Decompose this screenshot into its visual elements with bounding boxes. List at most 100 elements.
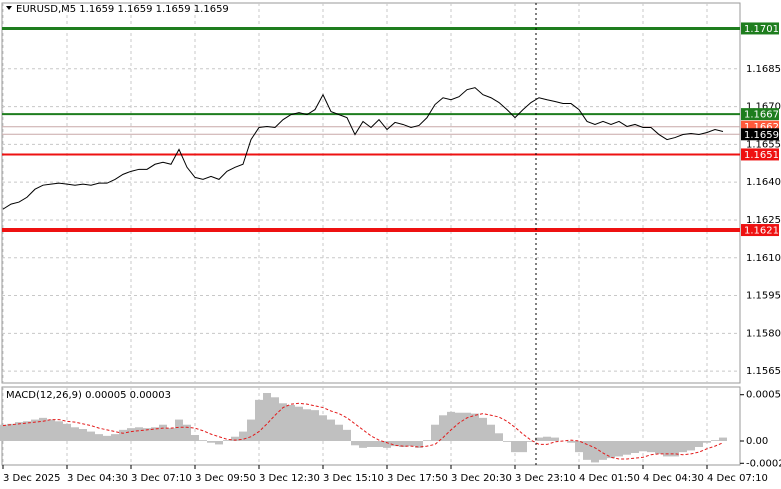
macd-bar: [279, 403, 287, 441]
macd-bar: [543, 436, 551, 441]
macd-bar: [415, 441, 423, 448]
macd-bar: [47, 419, 55, 441]
macd-bar: [175, 419, 183, 441]
macd-bar: [231, 436, 239, 441]
macd-bar: [719, 437, 727, 441]
signal-line: [2, 402, 724, 460]
macd-bar: [55, 421, 63, 441]
y-tick-label: 1.1670: [746, 102, 781, 113]
macd-bar: [215, 441, 223, 445]
macd-bar: [431, 424, 439, 441]
macd-bar: [511, 441, 519, 453]
macd-bar: [135, 427, 143, 441]
macd-bar: [23, 421, 31, 441]
macd-bar: [671, 441, 679, 457]
x-tick-label: 4 Dec 01:50: [579, 473, 640, 484]
x-tick-label: 4 Dec 04:30: [643, 473, 704, 484]
macd-bar: [95, 434, 103, 441]
price-panel: [1, 2, 741, 384]
macd-bar: [447, 411, 455, 441]
level-label: 1.1701: [744, 24, 779, 35]
macd-bar: [487, 424, 495, 441]
x-tick-label: 3 Dec 20:30: [451, 473, 512, 484]
macd-bar: [599, 441, 607, 460]
y-tick-label: -0.00026: [746, 458, 781, 469]
macd-bar: [583, 441, 591, 460]
macd-bar: [527, 441, 535, 442]
x-tick-label: 3 Dec 23:10: [515, 473, 576, 484]
macd-bar: [519, 441, 527, 453]
macd-bar: [159, 424, 167, 441]
level-label-box: [741, 22, 779, 35]
macd-bar: [327, 419, 335, 441]
macd-bar: [111, 434, 119, 441]
macd-bar: [199, 440, 207, 441]
macd-bar: [127, 428, 135, 441]
macd-bar: [551, 437, 559, 441]
x-tick-label: 4 Dec 07:10: [707, 473, 768, 484]
y-tick-label: 1.1595: [746, 291, 781, 302]
level-label-box: [741, 108, 779, 121]
macd-bar: [39, 417, 47, 441]
macd-bar: [391, 441, 399, 447]
level-label-box: [741, 224, 779, 237]
macd-bar: [623, 441, 631, 455]
x-tick-label: 3 Dec 09:50: [195, 473, 256, 484]
macd-bar: [383, 441, 391, 448]
macd-bar: [263, 393, 271, 441]
macd-bar: [615, 441, 623, 457]
macd-bar: [87, 431, 95, 441]
macd-title: MACD(12,26,9) 0.00005 0.00003: [6, 390, 171, 401]
macd-bar: [407, 441, 415, 447]
macd-bar: [255, 399, 263, 441]
y-tick-label: 1.1640: [746, 177, 781, 188]
macd-bar: [567, 441, 575, 443]
macd-bar: [319, 415, 327, 441]
macd-bar: [343, 429, 351, 441]
y-tick-label: 1.1580: [746, 328, 781, 339]
x-tick-label: 3 Dec 12:30: [259, 473, 320, 484]
macd-bar: [31, 419, 39, 441]
level-label: 1.1659: [744, 130, 779, 141]
y-tick-label: 1.1565: [746, 366, 781, 377]
macd-bar: [591, 441, 599, 463]
macd-bar: [103, 435, 111, 441]
macd-bar: [359, 441, 367, 448]
macd-bar: [375, 441, 383, 447]
macd-bar: [503, 441, 511, 442]
macd-bar: [479, 417, 487, 441]
macd-bar: [607, 441, 615, 459]
macd-bar: [639, 441, 647, 452]
macd-bar: [423, 440, 431, 441]
level-label: 1.1662: [744, 122, 779, 133]
macd-bar: [463, 412, 471, 441]
level-label-box: [741, 128, 779, 141]
x-tick-label: 3 Dec 15:10: [323, 473, 384, 484]
y-tick-label: 1.1655: [746, 139, 781, 150]
macd-bar: [15, 422, 23, 441]
macd-bar: [439, 415, 447, 441]
y-tick-label: 0.00054: [746, 390, 781, 401]
level-label: 1.1667: [744, 110, 779, 121]
macd-bar: [183, 424, 191, 441]
menu-arrow: [6, 6, 12, 10]
macd-bar: [303, 409, 311, 441]
macd-bar: [471, 413, 479, 441]
macd-bar: [151, 427, 159, 441]
chart-title: EURUSD,M5 1.1659 1.1659 1.1659 1.1659: [16, 4, 229, 15]
macd-bar: [143, 428, 151, 441]
macd-bar: [495, 433, 503, 441]
macd-bar: [311, 410, 319, 441]
macd-bar: [0, 424, 7, 441]
y-tick-label: 1.1685: [746, 64, 781, 75]
macd-bar: [71, 427, 79, 441]
x-tick-label: 3 Dec 17:50: [387, 473, 448, 484]
macd-bar: [287, 405, 295, 441]
macd-bar: [655, 441, 663, 454]
macd-bar: [575, 441, 583, 453]
y-tick-label: 1.1625: [746, 215, 781, 226]
y-tick-label: 1.1610: [746, 253, 781, 264]
macd-bar: [79, 429, 87, 441]
